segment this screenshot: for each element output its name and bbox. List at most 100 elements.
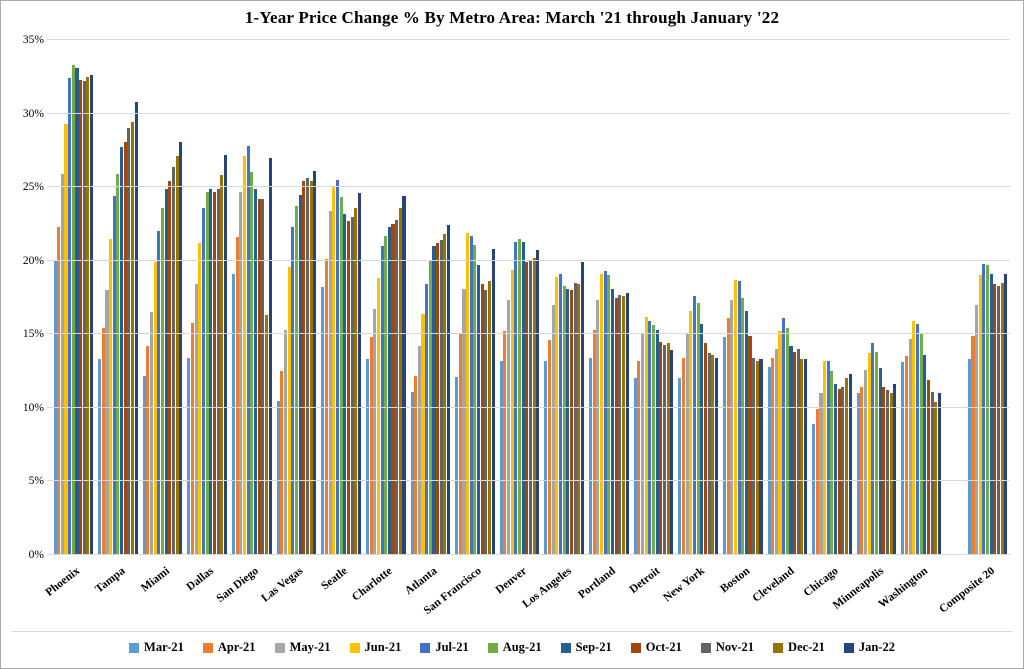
legend-label: May-21 — [289, 640, 331, 654]
bar — [216, 188, 220, 555]
bar — [625, 293, 629, 555]
gridline — [47, 406, 1010, 408]
bar — [455, 376, 459, 555]
bar — [60, 173, 64, 555]
bar — [384, 235, 388, 555]
bar — [703, 343, 707, 555]
bar-group-charlotte: Charlotte — [350, 40, 408, 604]
bar — [603, 271, 607, 555]
bar — [848, 374, 852, 555]
bar-group-dallas: Dallas — [185, 40, 230, 593]
bar — [264, 315, 268, 555]
bar — [257, 198, 261, 555]
bar — [417, 346, 421, 555]
bar — [473, 244, 477, 555]
bar — [488, 281, 492, 555]
bar-group-portland: Portland — [576, 40, 632, 601]
bar — [294, 206, 298, 555]
bar — [819, 393, 823, 555]
legend-swatch-icon — [349, 642, 360, 653]
bar — [926, 379, 931, 555]
bar-group-atlanta: Atlanta — [403, 40, 453, 597]
bar — [689, 310, 693, 555]
bar — [971, 335, 975, 555]
bar — [607, 275, 611, 555]
bar — [975, 304, 979, 555]
bar — [365, 359, 369, 555]
bar — [589, 357, 593, 555]
bar — [421, 313, 425, 555]
legend-swatch-icon — [560, 642, 571, 653]
legend-label: Aug-21 — [502, 640, 542, 654]
legend-label: Dec-21 — [788, 640, 825, 654]
bar — [856, 393, 860, 555]
bar — [82, 81, 86, 555]
legend-item: Nov-21 — [700, 640, 755, 655]
bar — [711, 354, 715, 555]
y-axis-tick-label: 15% — [22, 328, 44, 341]
bar — [804, 359, 808, 555]
bar — [621, 296, 625, 555]
bar — [142, 375, 146, 555]
bar — [651, 325, 655, 555]
gridline — [47, 333, 1010, 335]
bar — [153, 262, 157, 555]
bar-group-detroit: Detroit — [628, 40, 676, 596]
bar — [670, 350, 674, 555]
bar — [480, 284, 484, 555]
bar — [889, 393, 893, 555]
bar — [901, 362, 905, 555]
bar-group-san-francisco: San Francisco — [422, 40, 498, 617]
bar — [109, 238, 113, 555]
y-axis-tick-label: 30% — [22, 107, 44, 120]
bar — [633, 378, 637, 555]
bar — [755, 360, 759, 555]
bar-group-los-angeles: Los Angeles — [520, 40, 587, 610]
bar — [250, 172, 254, 555]
bar — [785, 328, 789, 555]
bar — [518, 238, 522, 555]
bar — [161, 207, 165, 555]
bar — [912, 321, 916, 555]
legend-label: Oct-21 — [645, 640, 682, 654]
bar — [280, 371, 284, 555]
bar — [744, 310, 748, 555]
bar — [64, 123, 68, 555]
bar — [253, 188, 257, 555]
bar — [986, 265, 990, 555]
bar — [826, 360, 830, 555]
legend-label: Jan-22 — [858, 640, 895, 654]
bar — [614, 297, 618, 555]
bar-group-denver: Denver — [493, 40, 542, 596]
bar-group-cleveland: Cleveland — [750, 40, 810, 605]
bar — [313, 170, 317, 555]
bar — [812, 424, 816, 555]
bar — [599, 273, 604, 555]
bar — [220, 175, 224, 555]
y-axis-tick-label: 5% — [28, 475, 44, 488]
bar — [555, 276, 559, 555]
legend-swatch-icon — [202, 642, 213, 653]
bar-group-boston: Boston — [718, 40, 765, 595]
bar — [841, 387, 845, 555]
bar — [789, 346, 793, 555]
bar — [354, 207, 358, 555]
bar — [640, 334, 644, 555]
bar — [737, 281, 741, 555]
bar — [101, 328, 105, 555]
gridline — [47, 39, 1010, 40]
bar — [997, 285, 1001, 555]
bar — [469, 235, 473, 555]
bar — [659, 341, 663, 555]
bar — [276, 400, 280, 555]
bar — [559, 273, 563, 555]
bar — [198, 243, 202, 555]
bar — [120, 147, 124, 555]
bar — [328, 210, 332, 555]
bar-group-miami: Miami — [139, 40, 185, 595]
bar — [466, 232, 470, 555]
bar — [551, 304, 555, 555]
legend-item: Sep-21 — [560, 640, 612, 655]
bar — [767, 366, 771, 555]
legend-label: Nov-21 — [715, 640, 755, 654]
